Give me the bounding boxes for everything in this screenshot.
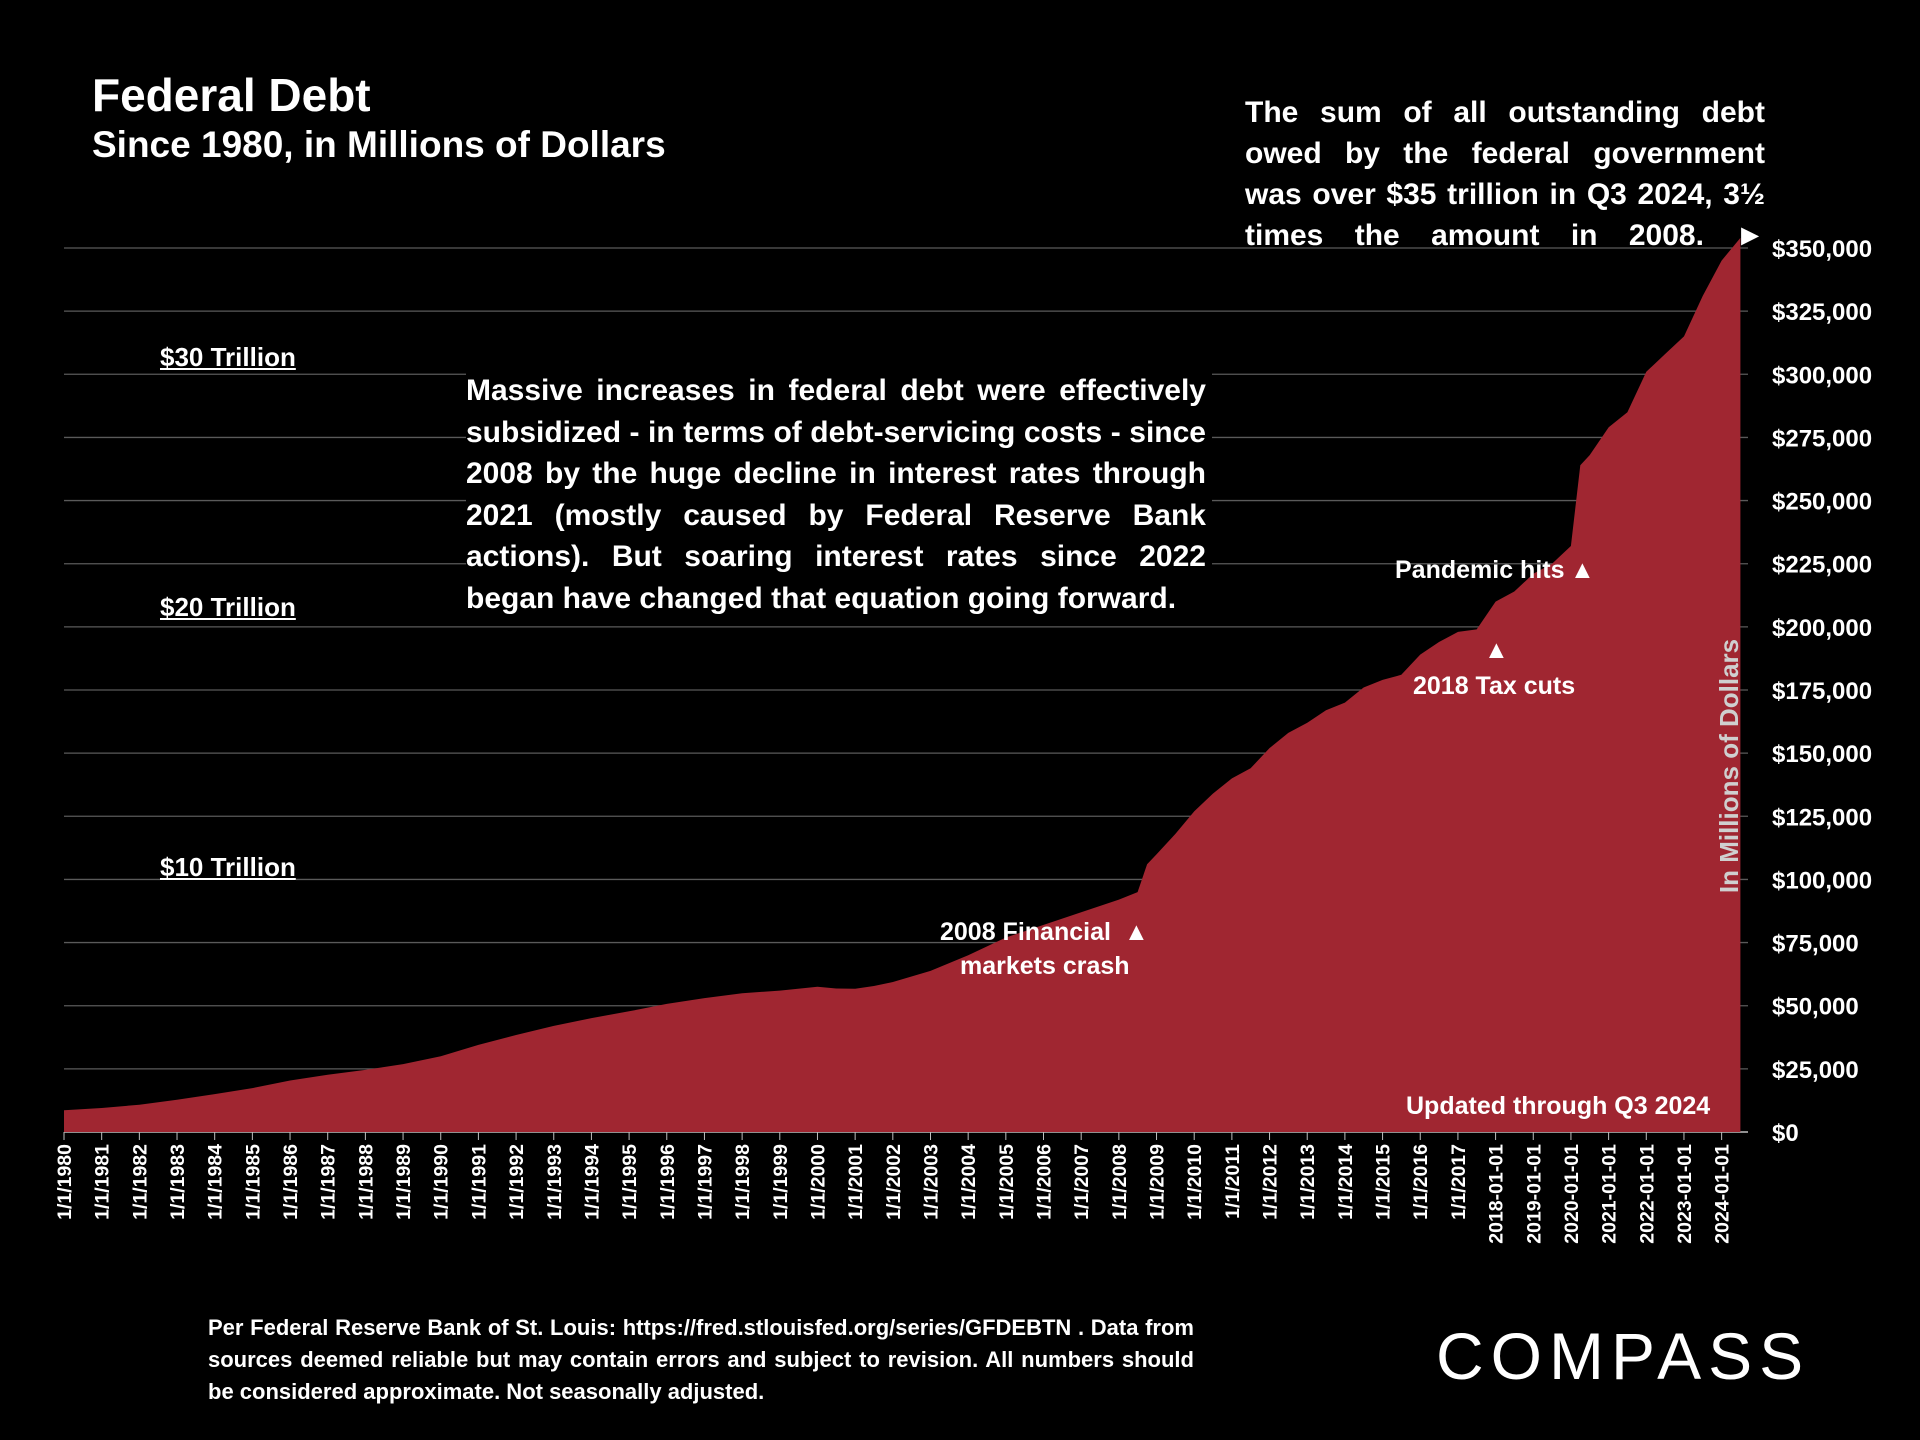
x-tick-label: 1/1/1981 bbox=[92, 1144, 114, 1220]
updated-note: Updated through Q3 2024 bbox=[1406, 1092, 1711, 1120]
tax-cuts-arrow-icon: ▲ bbox=[1484, 636, 1509, 664]
y-tick-label: $125,000 bbox=[1772, 804, 1872, 831]
crash-annotation-line2: markets crash bbox=[960, 952, 1130, 980]
x-tick-label: 1/1/1998 bbox=[732, 1144, 754, 1220]
trillion-20-label: $20 Trillion bbox=[160, 592, 296, 623]
x-axis-ticks: 1/1/1980 1/1/1981 1/1/1982 1/1/1983 1/1/1984… bbox=[54, 1132, 1734, 1244]
y-tick-label: $350,000 bbox=[1772, 236, 1872, 263]
y-tick-label: $225,000 bbox=[1772, 552, 1872, 579]
x-tick-label: 1/1/1992 bbox=[506, 1144, 528, 1220]
y-tick-label: $75,000 bbox=[1772, 931, 1859, 958]
x-tick-label: 1/1/1980 bbox=[54, 1144, 76, 1220]
x-tick-label: 1/1/2007 bbox=[1071, 1144, 1093, 1220]
chart-title: Federal Debt bbox=[92, 69, 371, 121]
x-tick-label: 1/1/1988 bbox=[355, 1144, 377, 1220]
x-tick-label: 2018-01-01 bbox=[1486, 1144, 1508, 1244]
y-tick-label: $25,000 bbox=[1772, 1057, 1859, 1084]
x-tick-label: 1/1/2009 bbox=[1147, 1144, 1169, 1220]
x-tick-label: 1/1/1985 bbox=[242, 1144, 264, 1220]
x-tick-label: 1/1/1989 bbox=[393, 1144, 415, 1220]
y-tick-label: $150,000 bbox=[1772, 741, 1872, 768]
x-tick-label: 1/1/1993 bbox=[544, 1144, 566, 1220]
x-tick-label: 1/1/1990 bbox=[431, 1144, 453, 1220]
y-tick-label: $200,000 bbox=[1772, 615, 1872, 642]
x-tick-label: 2022-01-01 bbox=[1636, 1144, 1658, 1244]
x-tick-label: 2019-01-01 bbox=[1523, 1144, 1545, 1244]
x-tick-label: 1/1/2003 bbox=[921, 1144, 943, 1220]
x-tick-label: 2020-01-01 bbox=[1561, 1144, 1583, 1244]
y-axis-title: In Millions of Dollars bbox=[1714, 639, 1744, 893]
x-tick-label: 1/1/2015 bbox=[1373, 1144, 1395, 1220]
x-tick-label: 1/1/1983 bbox=[167, 1144, 189, 1220]
x-tick-label: 1/1/1987 bbox=[318, 1144, 340, 1220]
tax-cuts-annotation: 2018 Tax cuts bbox=[1413, 672, 1576, 700]
pandemic-annotation: Pandemic hits bbox=[1395, 556, 1565, 584]
x-tick-label: 1/1/2013 bbox=[1297, 1144, 1319, 1220]
x-tick-label: 1/1/2008 bbox=[1109, 1144, 1131, 1220]
interest-rate-annotation: Massive increases in federal debt were e… bbox=[466, 366, 1212, 625]
x-tick-label: 1/1/2010 bbox=[1184, 1144, 1206, 1220]
crash-annotation-line1: 2008 Financial bbox=[940, 918, 1111, 946]
y-tick-label: $275,000 bbox=[1772, 425, 1872, 452]
x-tick-label: 1/1/2017 bbox=[1448, 1144, 1470, 1220]
top-annotation: The sum of all outstanding debt owed by … bbox=[1245, 96, 1765, 252]
chart-subtitle: Since 1980, in Millions of Dollars bbox=[92, 124, 666, 165]
x-tick-label: 1/1/2005 bbox=[996, 1144, 1018, 1220]
y-tick-label: $0 bbox=[1772, 1120, 1799, 1147]
y-tick-label: $175,000 bbox=[1772, 678, 1872, 705]
x-tick-label: 1/1/1991 bbox=[468, 1144, 490, 1220]
y-axis-ticks: $0 $25,000 $50,000 $75,000 $100,000 $125,000 $… bbox=[1772, 236, 1872, 1147]
x-tick-label: 1/1/2006 bbox=[1034, 1144, 1056, 1220]
x-tick-label: 1/1/1996 bbox=[657, 1144, 679, 1220]
gridlines bbox=[64, 247, 1748, 1133]
pandemic-arrow-icon: ▲ bbox=[1570, 556, 1595, 584]
debt-area-series bbox=[64, 237, 1741, 1132]
x-tick-label: 1/1/2001 bbox=[845, 1144, 867, 1220]
y-tick-label: $250,000 bbox=[1772, 489, 1872, 516]
x-tick-label: 1/1/2011 bbox=[1222, 1144, 1244, 1219]
compass-logo: COMPASS bbox=[1436, 1319, 1811, 1393]
source-footnote: Per Federal Reserve Bank of St. Louis: h… bbox=[208, 1315, 1194, 1404]
y-tick-label: $100,000 bbox=[1772, 867, 1872, 894]
x-tick-label: 1/1/2002 bbox=[883, 1144, 905, 1220]
x-tick-label: 2024-01-01 bbox=[1712, 1144, 1734, 1244]
x-tick-label: 1/1/2014 bbox=[1335, 1144, 1357, 1220]
y-tick-label: $50,000 bbox=[1772, 994, 1859, 1021]
y-tick-label: $325,000 bbox=[1772, 299, 1872, 326]
x-tick-label: 1/1/2004 bbox=[958, 1144, 980, 1220]
x-tick-label: 1/1/1995 bbox=[619, 1144, 641, 1220]
x-tick-label: 1/1/1994 bbox=[581, 1144, 603, 1220]
x-tick-label: 1/1/1986 bbox=[280, 1144, 302, 1220]
crash-arrow-icon: ▲ bbox=[1124, 918, 1149, 946]
x-tick-label: 2023-01-01 bbox=[1674, 1144, 1696, 1244]
x-tick-label: 2021-01-01 bbox=[1599, 1144, 1621, 1244]
x-tick-label: 1/1/2000 bbox=[808, 1144, 830, 1220]
x-tick-label: 1/1/1997 bbox=[694, 1144, 716, 1220]
trillion-30-label: $30 Trillion bbox=[160, 342, 296, 373]
trillion-10-label: $10 Trillion bbox=[160, 852, 296, 883]
x-tick-label: 1/1/1999 bbox=[770, 1144, 792, 1220]
x-tick-label: 1/1/2016 bbox=[1410, 1144, 1432, 1220]
x-tick-label: 1/1/2012 bbox=[1260, 1144, 1282, 1220]
x-tick-label: 1/1/1984 bbox=[205, 1144, 227, 1220]
x-tick-label: 1/1/1982 bbox=[129, 1144, 151, 1220]
y-tick-label: $300,000 bbox=[1772, 362, 1872, 389]
